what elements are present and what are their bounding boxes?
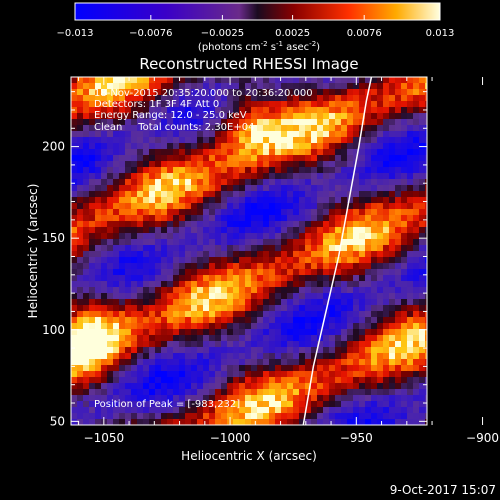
solar-limb-line [302,77,373,425]
annotation-detectors: Detectors: 1F 3F 4F Att 0 [94,99,219,110]
colorbar-tick-label: −0.013 [56,28,93,39]
axis-ticks: −1050 −1000 −950 −900 50 100 150 200 [42,77,499,445]
colorbar-tick-label: 0.013 [426,28,455,39]
colorbar-units: (photons cm-2 s-1 asec-2) [198,40,320,53]
chart-title: Reconstructed RHESSI Image [139,55,358,73]
annotation-time-range: 18-Nov-2015 20:35:20.000 to 20:36:20.000 [94,88,313,99]
x-tick-label: −1000 [210,431,251,445]
y-tick-label: 50 [50,414,65,428]
annotation-clean: Clean Total counts: 2.30E+04 [94,122,254,133]
colorbar-tick-label: −0.0076 [129,28,172,39]
y-tick-label: 100 [42,323,65,337]
colorbar-ticks: −0.013 −0.0076 −0.0025 0.0025 0.0076 0.013 [56,15,454,39]
x-tick-label: −950 [340,431,373,445]
x-tick-label: −900 [466,431,499,445]
annotation-energy-range: Energy Range: 12.0 - 25.0 keV [94,110,247,121]
colorbar-tick-label: 0.0025 [275,28,310,39]
colorbar-tick-label: −0.0025 [201,28,244,39]
annotation-peak-position: Position of Peak = [-983,232] [94,399,240,410]
y-tick-label: 150 [42,231,65,245]
y-axis-label: Heliocentric Y (arcsec) [26,184,40,319]
x-axis-label: Heliocentric X (arcsec) [181,449,317,463]
colorbar [74,2,441,21]
plot-frame [70,76,428,426]
footer-timestamp: 9-Oct-2017 15:07 [390,483,496,497]
x-tick-label: −1050 [84,431,125,445]
y-tick-label: 200 [42,140,65,154]
colorbar-tick-label: 0.0076 [347,28,382,39]
heatmap-image [71,77,427,425]
